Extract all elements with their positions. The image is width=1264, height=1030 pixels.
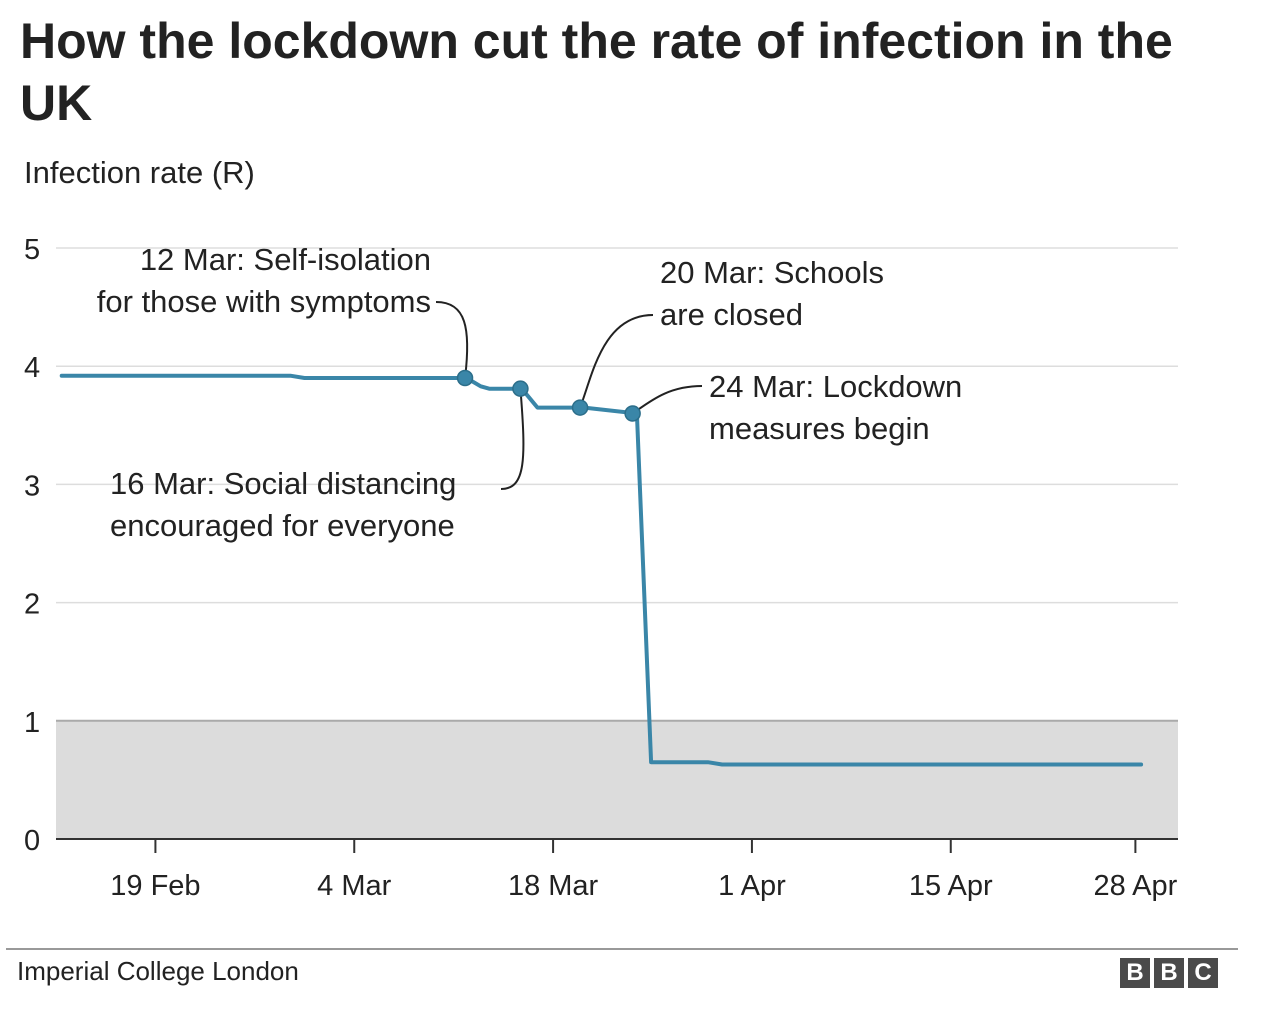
gridlines-layer: [56, 247, 1178, 722]
y-tick-label-3: 3: [24, 470, 40, 502]
y-tick-label-5: 5: [24, 234, 40, 266]
leader-schools: [579, 314, 654, 408]
x-tick-label-5: 28 Apr: [1093, 870, 1177, 902]
annotation-schools-line-1: 20 Mar: Schools: [660, 255, 884, 290]
marker-point-0: [456, 369, 474, 387]
x-tick-label-1: 4 Mar: [317, 870, 391, 902]
annotation-lockdown-line-2: measures begin: [709, 411, 930, 446]
source-credit: Imperial College London: [17, 956, 299, 986]
annotation-self-isolation-line-1: 12 Mar: Self-isolation: [140, 242, 431, 277]
annotation-self-isolation-line-2: for those with symptoms: [97, 284, 431, 319]
marker-point-2: [571, 399, 589, 416]
y-tick-label-0: 0: [24, 825, 40, 857]
x-tick-label-2: 18 Mar: [508, 870, 599, 902]
y-axis-label: Infection rate (R): [24, 155, 255, 190]
series-layer: [59, 373, 1144, 767]
logo-letter-1: B: [1120, 958, 1150, 988]
footer-divider: [6, 948, 1238, 950]
shaded-region-layer: [56, 720, 1178, 839]
annotation-social-distancing-line-2: encouraged for everyone: [110, 508, 455, 543]
leader-self-isolation: [435, 301, 469, 379]
annotation-schools-line-2: are closed: [660, 297, 803, 332]
shaded-region-below-1: [56, 720, 1178, 839]
annotation-social-distancing-line-1: 16 Mar: Social distancing: [110, 466, 456, 501]
x-axis-layer: 19 Feb 4 Mar 18 Mar 1 Apr 15 Apr 28 Apr: [56, 838, 1178, 902]
y-tick-label-1: 1: [24, 707, 40, 739]
x-tick-label-4: 15 Apr: [909, 870, 993, 902]
y-ticks-layer: 0 1 2 3 4 5: [24, 234, 40, 857]
marker-point-3: [624, 405, 641, 422]
leader-social-distancing: [500, 388, 525, 490]
logo-letter-3: C: [1188, 958, 1218, 988]
series-line-r: [59, 373, 1144, 767]
logo-letter-2: B: [1154, 958, 1184, 988]
y-tick-label-4: 4: [24, 352, 40, 384]
chart-title: How the lockdown cut the rate of infecti…: [20, 13, 1173, 131]
y-tick-label-2: 2: [24, 589, 40, 621]
markers-layer: [456, 369, 641, 422]
x-tick-label-0: 19 Feb: [110, 870, 200, 902]
leader-lockdown: [632, 385, 703, 415]
bbc-logo: B B C: [1120, 958, 1218, 988]
x-tick-label-3: 1 Apr: [718, 870, 786, 902]
marker-point-1: [512, 380, 529, 397]
annotation-lockdown-line-1: 24 Mar: Lockdown: [709, 369, 962, 404]
